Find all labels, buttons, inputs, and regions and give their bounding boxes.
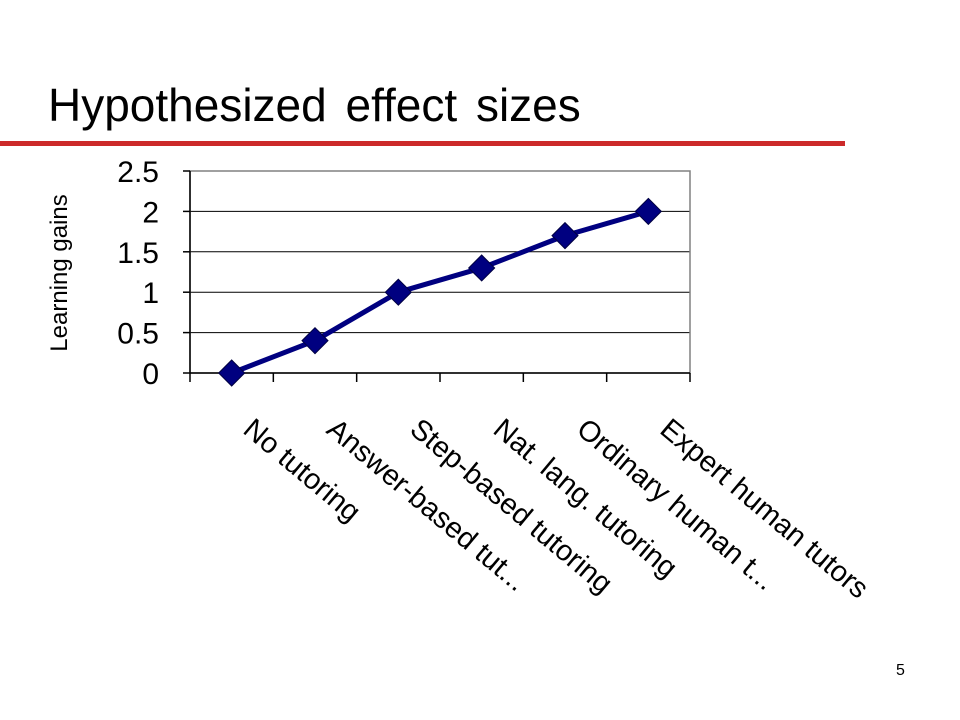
plot-area-border (189, 170, 691, 374)
data-point-marker (467, 254, 496, 282)
y-tick-label: 1 (142, 277, 159, 310)
data-point-marker (384, 278, 413, 306)
y-tick-label: 2 (142, 196, 159, 229)
data-point-marker (634, 197, 663, 226)
y-tick-label: 0.5 (117, 318, 159, 351)
title-divider (0, 141, 845, 146)
slide-title: Hypothesized effect sizes (48, 79, 581, 131)
y-axis-title: Learning gains (46, 194, 73, 351)
slide-number: 5 (896, 662, 905, 679)
data-point-marker (551, 221, 579, 250)
y-tick-label: 0 (142, 358, 159, 391)
data-point-marker (217, 359, 246, 387)
y-tick-label: 2.5 (117, 156, 159, 189)
data-point-marker (301, 326, 329, 355)
y-tick-label: 1.5 (117, 237, 159, 270)
series-line (230, 208, 650, 376)
